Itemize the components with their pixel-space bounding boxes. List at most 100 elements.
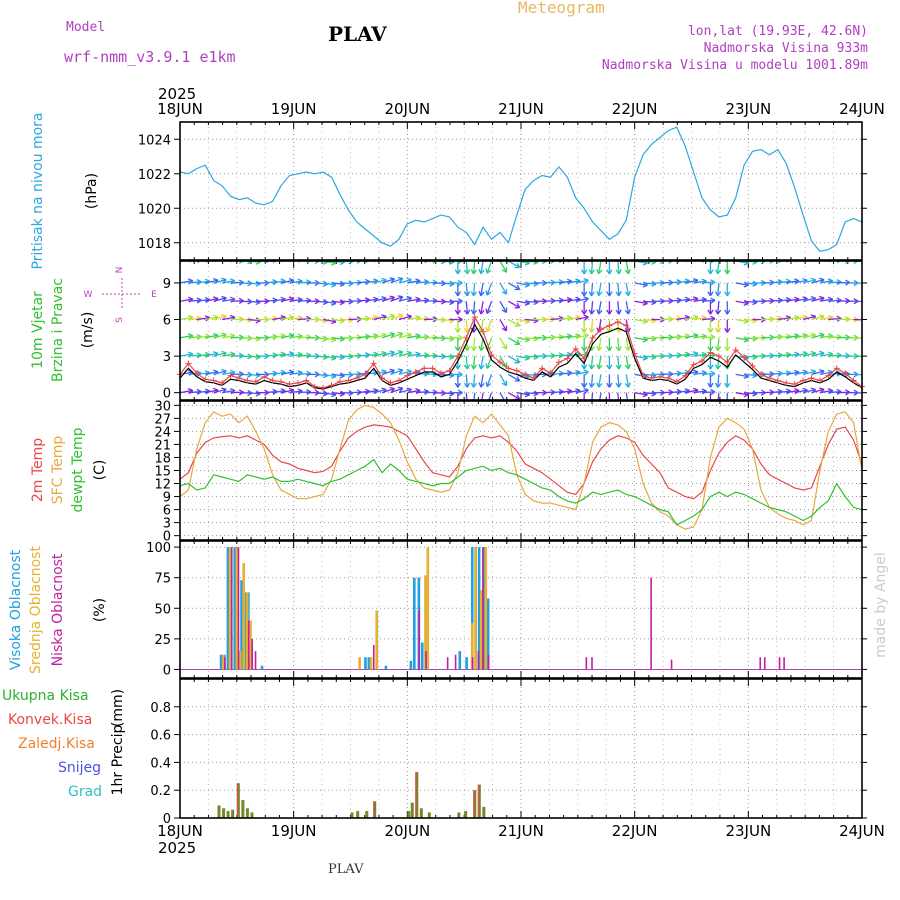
wind-barb bbox=[558, 335, 572, 339]
wind-barb bbox=[786, 334, 800, 339]
wind-barb bbox=[499, 374, 508, 386]
wind-barb-head bbox=[339, 375, 345, 379]
wind-barb bbox=[508, 318, 520, 327]
wind-barb-head bbox=[717, 364, 722, 370]
wind-barb-head bbox=[819, 314, 825, 317]
wind-barb-head bbox=[583, 332, 589, 336]
wind-barb-head bbox=[717, 328, 722, 333]
wind-barb-head bbox=[454, 309, 459, 315]
precip-bar-0 bbox=[410, 802, 414, 818]
wind-barb bbox=[591, 392, 594, 400]
wind-barb-head bbox=[692, 277, 699, 281]
wind-barb bbox=[802, 315, 816, 321]
wind-barb-head bbox=[406, 314, 412, 317]
wind-barb-head bbox=[485, 363, 488, 369]
wind-barb bbox=[221, 371, 236, 376]
wind-barb-head bbox=[566, 315, 573, 319]
wind-barb bbox=[735, 373, 749, 378]
wind-barb bbox=[196, 317, 210, 321]
wind-barb bbox=[180, 353, 193, 357]
wind-barb-head bbox=[707, 327, 712, 333]
wind-barb bbox=[440, 355, 455, 358]
wind-barb bbox=[701, 317, 716, 321]
wind-barb bbox=[558, 317, 572, 321]
cloud-bar-0 bbox=[470, 547, 474, 670]
wind-barb-head bbox=[331, 376, 337, 380]
wind-barb-head bbox=[485, 268, 488, 274]
cloud-bar-1 bbox=[245, 592, 249, 670]
wind-barb bbox=[777, 371, 791, 376]
wind-barb-head bbox=[373, 296, 379, 300]
cloud-bar-2 bbox=[247, 620, 250, 670]
wind-barb bbox=[567, 280, 581, 284]
wind-barb-head bbox=[575, 388, 581, 392]
wind-barb-head bbox=[861, 285, 862, 286]
wind-barb-head bbox=[710, 279, 716, 283]
cloud-bar-2 bbox=[591, 657, 593, 670]
wind-barb-head bbox=[567, 257, 572, 259]
wind-barb bbox=[331, 373, 345, 377]
wind-barb bbox=[499, 300, 508, 313]
precip-bar-0 bbox=[245, 808, 249, 818]
wind-barb bbox=[643, 392, 657, 395]
cloud-bar-2 bbox=[585, 657, 588, 670]
wind-barb bbox=[598, 355, 602, 370]
wind-barb bbox=[381, 296, 395, 302]
wind-barb-head bbox=[423, 333, 429, 338]
wind-barb bbox=[407, 316, 421, 321]
wind-barb bbox=[786, 280, 800, 284]
wind-barb bbox=[794, 297, 808, 302]
wind-barb bbox=[786, 298, 800, 302]
wind-barb-head bbox=[794, 351, 800, 355]
wind-barb bbox=[297, 336, 311, 339]
wind-barb-head bbox=[281, 257, 286, 259]
wind-barb bbox=[390, 369, 403, 376]
wind-barb-head bbox=[457, 392, 463, 396]
wind-barb bbox=[440, 392, 455, 395]
wind-barb-head bbox=[590, 364, 595, 370]
wind-barb-head bbox=[399, 332, 404, 338]
wind-barb bbox=[499, 392, 505, 400]
wind-barb bbox=[625, 392, 629, 400]
wind-barb-head bbox=[524, 357, 530, 361]
wind-barb-head bbox=[575, 278, 581, 282]
wind-barb bbox=[558, 390, 572, 394]
wind-barb-head bbox=[752, 301, 758, 306]
wind-barb-head bbox=[397, 295, 403, 298]
wind-barb-head bbox=[583, 369, 589, 373]
cloud-bar-0 bbox=[219, 654, 223, 670]
wind-barb-head bbox=[389, 386, 395, 390]
wind-barb-head bbox=[794, 369, 800, 373]
wind-barb-head bbox=[288, 369, 294, 373]
wind-barb-head bbox=[423, 279, 429, 283]
wind-barb bbox=[180, 316, 193, 321]
cloud-bar-2 bbox=[759, 657, 762, 670]
wind-barb-head bbox=[588, 291, 593, 297]
wind-barb-head bbox=[397, 313, 403, 316]
wind-barb-head bbox=[701, 333, 707, 337]
wind-barb-head bbox=[870, 302, 874, 304]
wind-barb-head bbox=[861, 358, 862, 359]
wind-barb bbox=[590, 282, 594, 296]
wind-barb bbox=[398, 297, 412, 302]
wind-barb-head bbox=[406, 350, 412, 354]
wind-barb-head bbox=[485, 308, 488, 314]
y-tick-label: 24 bbox=[154, 425, 171, 440]
wind-barb-head bbox=[230, 296, 236, 300]
wind-barb-head bbox=[297, 278, 303, 282]
wind-barb bbox=[558, 280, 572, 284]
wind-barb bbox=[213, 333, 227, 339]
wind-barb bbox=[180, 334, 193, 339]
wind-barb-head bbox=[676, 388, 682, 393]
cloud-bar-2 bbox=[230, 547, 233, 670]
wind-barb-head bbox=[862, 336, 866, 339]
wind-barb-head bbox=[836, 370, 842, 374]
wind-barb bbox=[508, 282, 520, 291]
wind-barb-head bbox=[457, 346, 461, 352]
wind-gust-line bbox=[180, 323, 862, 390]
wind-barb-head bbox=[743, 302, 749, 306]
wind-barb-head bbox=[486, 328, 492, 333]
wind-barb bbox=[811, 370, 825, 376]
wind-barb bbox=[331, 355, 345, 359]
wind-barb-head bbox=[871, 259, 875, 262]
